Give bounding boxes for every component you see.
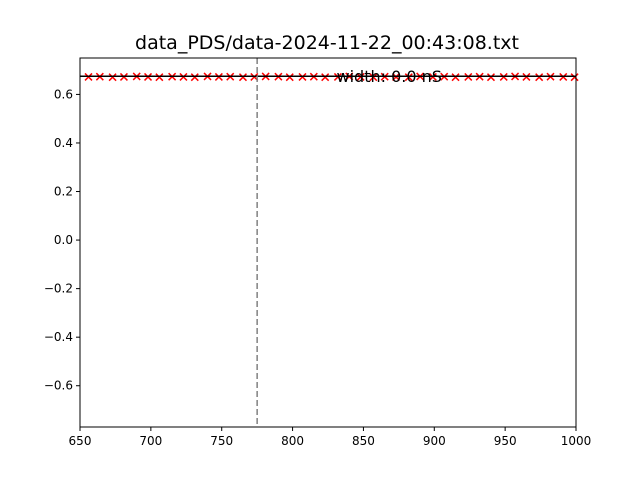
data-point [190, 73, 199, 82]
y-tick-label: 0.6 [54, 87, 73, 101]
x-tick-label: 1000 [561, 434, 592, 448]
data-point [451, 73, 460, 82]
data-point [155, 73, 164, 82]
x-tick-label: 850 [352, 434, 375, 448]
y-tick-label: −0.2 [44, 282, 73, 296]
x-axis: 650 700 750 800 850 900 950 1000 [69, 427, 592, 448]
x-tick-label: 700 [139, 434, 162, 448]
x-tick-label: 950 [494, 434, 517, 448]
data-point [238, 73, 248, 82]
width-annotation: width: 0.0 nS [337, 67, 442, 86]
reference-lines [80, 58, 576, 427]
x-tick-label: 800 [281, 434, 304, 448]
chart-title: data_PDS/data-2024-11-22_00:43:08.txt [135, 32, 519, 54]
data-point [570, 73, 579, 82]
data-point [535, 73, 544, 82]
y-tick-label: 0.4 [54, 136, 73, 150]
data-point [486, 73, 496, 82]
data-point [285, 73, 294, 82]
data-point [404, 73, 413, 82]
data-point [108, 73, 117, 82]
x-tick-label: 750 [210, 434, 233, 448]
data-point [369, 73, 378, 82]
data-point [321, 73, 330, 82]
y-tick-label: −0.6 [44, 379, 73, 393]
y-axis: −0.6 −0.4 −0.2 0.0 0.2 0.4 0.6 [44, 87, 80, 393]
y-tick-label: 0.0 [54, 233, 73, 247]
y-tick-label: −0.4 [44, 330, 73, 344]
y-tick-label: 0.2 [54, 185, 73, 199]
plot-frame [79, 57, 577, 428]
x-tick-label: 650 [69, 434, 92, 448]
x-tick-label: 900 [423, 434, 446, 448]
